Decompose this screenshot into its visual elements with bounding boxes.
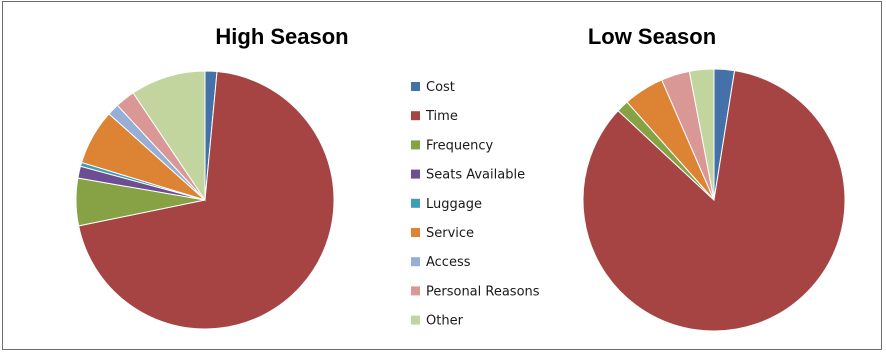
- legend-label-cost: Cost: [426, 80, 455, 95]
- legend-label-access: Access: [426, 255, 471, 270]
- legend-swatch-cost: [411, 82, 420, 91]
- low-season-slice-other: [688, 68, 715, 201]
- high-season-slice-other: [132, 70, 206, 202]
- legend-label-luggage: Luggage: [426, 197, 482, 212]
- legend-label-frequency: Frequency: [426, 138, 493, 153]
- legend-swatch-seats-available: [411, 169, 420, 179]
- legend-label-other: Other: [426, 314, 464, 329]
- legend-swatch-personal-reasons: [411, 286, 420, 296]
- pie-low-season: [582, 68, 846, 332]
- chart-title-high-season: High Season: [215, 24, 348, 49]
- chart-title-low-season: Low Season: [588, 24, 716, 49]
- pie-high-season: [75, 70, 335, 330]
- legend-label-time: Time: [425, 109, 458, 124]
- high-season-slice-time: [78, 71, 335, 330]
- legend-swatch-other: [411, 315, 420, 325]
- legend-swatch-access: [411, 257, 420, 267]
- legend-swatch-time: [411, 111, 420, 121]
- low-season-slice-time: [582, 70, 846, 332]
- legend-label-service: Service: [426, 226, 474, 241]
- legend-swatch-luggage: [411, 198, 420, 208]
- legend-label-seats-available: Seats Available: [426, 168, 525, 183]
- legend-swatch-frequency: [411, 140, 420, 150]
- legend-label-personal-reasons: Personal Reasons: [426, 284, 540, 299]
- legend-swatch-service: [411, 228, 420, 237]
- legend: Cost Time Frequency Seats Available Luggage S…: [411, 80, 540, 329]
